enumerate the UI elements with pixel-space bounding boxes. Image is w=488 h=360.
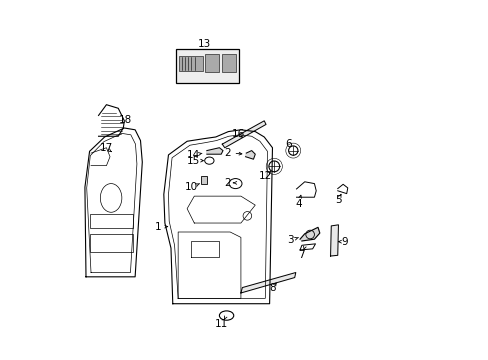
Polygon shape [330, 225, 338, 256]
Text: 14: 14 [186, 150, 200, 160]
Text: 13: 13 [197, 40, 210, 49]
Text: 6: 6 [285, 139, 291, 149]
Text: 15: 15 [186, 156, 200, 166]
Polygon shape [300, 227, 319, 241]
Text: 4: 4 [294, 199, 301, 210]
Text: 7: 7 [298, 250, 305, 260]
Text: 1: 1 [155, 222, 162, 231]
Polygon shape [222, 121, 265, 148]
Polygon shape [206, 148, 223, 154]
Text: 3: 3 [286, 235, 293, 245]
Polygon shape [241, 273, 295, 293]
Text: 10: 10 [184, 182, 198, 192]
Text: 9: 9 [341, 237, 347, 247]
Text: 8: 8 [268, 283, 275, 293]
Text: 16: 16 [231, 129, 244, 139]
Bar [201, 176, 207, 184]
Text: 17: 17 [100, 143, 113, 153]
Bar [176, 49, 239, 83]
Bar [90, 214, 132, 228]
Bar [222, 54, 236, 72]
Text: 2: 2 [224, 148, 230, 158]
Bar [90, 234, 132, 252]
Bar [179, 55, 202, 71]
Polygon shape [245, 150, 255, 159]
Text: 2: 2 [224, 178, 230, 188]
Text: 18: 18 [119, 115, 132, 125]
Text: 11: 11 [215, 319, 228, 329]
Text: 12: 12 [258, 171, 271, 181]
Bar [204, 54, 219, 72]
Text: 5: 5 [334, 195, 341, 205]
